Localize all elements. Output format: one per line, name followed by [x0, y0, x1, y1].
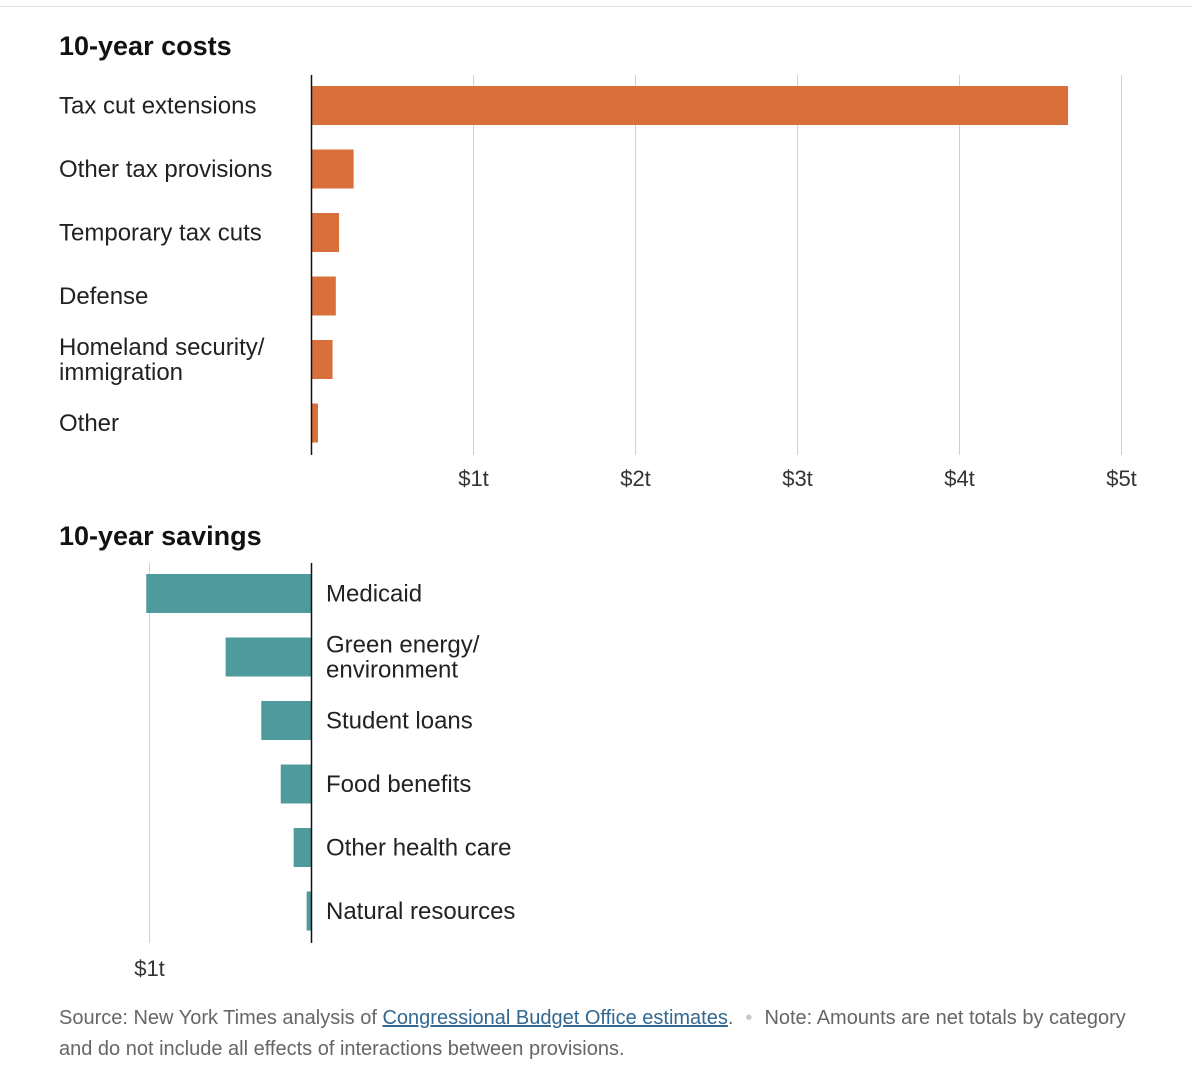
source-prefix: Source: New York Times analysis of: [59, 1007, 383, 1029]
costs-bar-temporary-tax-cuts: [311, 213, 340, 252]
costs-label-homeland-security-immigration: Homeland security/immigration: [59, 334, 265, 386]
costs-bar-other: [311, 403, 318, 443]
savings-label-green-energy-environment: Green energy/environment: [326, 632, 480, 684]
savings-bar-student-loans: [261, 701, 312, 740]
costs-tick-label: $2t: [620, 466, 651, 491]
savings-bar-green-energy-environment: [225, 637, 312, 677]
savings-label-medicaid: Medicaid: [326, 581, 422, 608]
cbo-estimates-link[interactable]: Congressional Budget Office estimates: [382, 1007, 728, 1029]
source-suffix: .: [727, 1007, 734, 1029]
costs-label-other-tax-provisions: Other tax provisions: [59, 156, 272, 183]
costs-bar-other-tax-provisions: [311, 149, 354, 189]
top-divider: [0, 6, 1192, 7]
chart-footer: Source: New York Times analysis of Congr…: [59, 1003, 1149, 1065]
savings-label-natural-resources: Natural resources: [326, 898, 515, 925]
note-text: Note: Amounts are net totals by category…: [59, 1007, 1126, 1060]
savings-label-food-benefits: Food benefits: [326, 771, 471, 798]
costs-tick-label: $1t: [458, 466, 489, 491]
separator-dot: •: [745, 1007, 753, 1029]
costs-tick-label: $5t: [1106, 466, 1137, 491]
savings-bar-food-benefits: [280, 764, 312, 804]
costs-bar-tax-cut-extensions: [311, 86, 1069, 125]
costs-label-defense: Defense: [59, 283, 148, 310]
savings-bar-natural-resources: [306, 891, 312, 931]
savings-bar-other-health-care: [293, 828, 312, 867]
savings-bar-medicaid: [146, 574, 312, 613]
savings-label-other-health-care: Other health care: [326, 835, 511, 862]
budget-chart: 10-year costs $1t $2t $3t $4t $5t Tax cut exte…: [59, 31, 1137, 981]
costs-label-tax-cut-extensions: Tax cut extensions: [59, 93, 256, 120]
costs-bar-defense: [311, 276, 336, 316]
costs-bar-homeland-security-immigration: [311, 340, 333, 379]
savings-tick-label: $1t: [134, 956, 165, 981]
costs-label-temporary-tax-cuts: Temporary tax cuts: [59, 220, 262, 247]
costs-tick-label: $3t: [782, 466, 813, 491]
savings-label-student-loans: Student loans: [326, 708, 473, 735]
costs-tick-label: $4t: [944, 466, 975, 491]
costs-title: 10-year costs: [59, 31, 232, 61]
savings-title: 10-year savings: [59, 521, 262, 551]
costs-label-other: Other: [59, 410, 119, 437]
